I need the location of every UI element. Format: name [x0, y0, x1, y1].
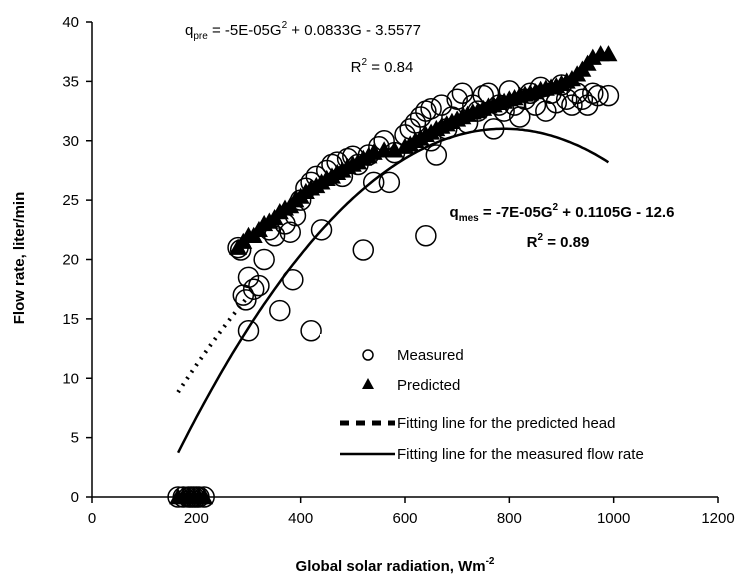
measured-point: [420, 97, 442, 120]
x-tick-label: 200: [184, 510, 209, 527]
y-tick-label: 20: [62, 252, 79, 269]
measured-point: [282, 268, 304, 291]
x-tick-label: 0: [88, 510, 96, 527]
y-tick-label: 10: [62, 370, 79, 387]
predicted-point: [195, 488, 214, 505]
fit-lines: [176, 127, 610, 454]
legend-item-predicted: Predicted: [362, 377, 460, 394]
measured-point: [242, 278, 265, 300]
measured-point: [451, 82, 474, 104]
measured-point: [237, 320, 260, 342]
measured-fit-line: [176, 127, 610, 454]
legend-measured-fit-label: Fitting line for the measured flow rate: [397, 446, 644, 463]
y-tick-label: 35: [62, 73, 79, 90]
y-axis-title: Flow rate, liter/min: [11, 192, 28, 325]
measured-point: [362, 171, 385, 194]
x-tick-labels: 0 200 400 600 800 1000 1200: [88, 510, 735, 527]
measured-point: [378, 171, 401, 194]
annotation-measured-r2: R2 = 0.89: [527, 232, 590, 251]
y-tick-label: 25: [62, 192, 79, 209]
measured-point: [253, 248, 275, 271]
measured-point: [248, 274, 270, 297]
legend-predicted-marker: [362, 378, 374, 389]
measured-point: [582, 82, 604, 104]
legend: Measured Predicted Fitting line for the …: [320, 334, 752, 472]
data-points: [167, 45, 620, 508]
legend-item-measured-fit: Fitting line for the measured flow rate: [340, 446, 644, 463]
measured-point: [300, 320, 322, 342]
measured-point: [235, 289, 257, 311]
measured-point: [279, 221, 301, 243]
x-tick-label: 1200: [701, 510, 734, 527]
y-tick-label: 30: [62, 133, 79, 150]
measured-point: [561, 94, 583, 116]
measured-point: [482, 118, 505, 140]
measured-point: [587, 84, 609, 107]
y-tick-label: 40: [62, 14, 79, 31]
annotation-predicted-equation: qpre = -5E-05G2 + 0.0833G - 3.5577: [185, 20, 421, 42]
y-tick-label: 15: [62, 311, 79, 328]
measured-point: [352, 239, 375, 261]
legend-item-measured: Measured: [362, 347, 464, 364]
x-tick-label: 600: [392, 510, 417, 527]
measured-point: [404, 112, 427, 134]
predicted-point: [599, 45, 618, 62]
y-tick-label: 5: [71, 430, 79, 447]
legend-background: [320, 334, 752, 472]
measured-point: [310, 219, 333, 241]
measured-point: [446, 88, 468, 110]
legend-predicted-fit-label: Fitting line for the predicted head: [397, 415, 615, 432]
measured-point: [269, 299, 291, 322]
legend-measured-label: Measured: [397, 347, 464, 364]
measured-point: [571, 88, 594, 110]
legend-item-predicted-fit: Fitting line for the predicted head: [340, 415, 615, 432]
measured-point: [597, 84, 620, 107]
measured-point: [415, 225, 437, 247]
measured-point: [425, 144, 448, 166]
annotation-measured-equation: qmes = -7E-05G2 + 0.1105G - 12.6: [450, 202, 675, 224]
x-axis-title: Global solar radiation, Wm-2: [296, 556, 495, 575]
x-tick-label: 800: [497, 510, 522, 527]
measured-point: [415, 100, 437, 122]
legend-measured-marker: [362, 349, 374, 361]
x-tick-label: 400: [288, 510, 313, 527]
legend-predicted-label: Predicted: [397, 377, 460, 394]
y-tick-labels: 0 5 10 15 20 25 30 35 40: [62, 14, 79, 506]
y-tick-label: 0: [71, 489, 79, 506]
x-tick-label: 1000: [597, 510, 630, 527]
annotation-predicted-r2: R2 = 0.84: [351, 57, 414, 76]
